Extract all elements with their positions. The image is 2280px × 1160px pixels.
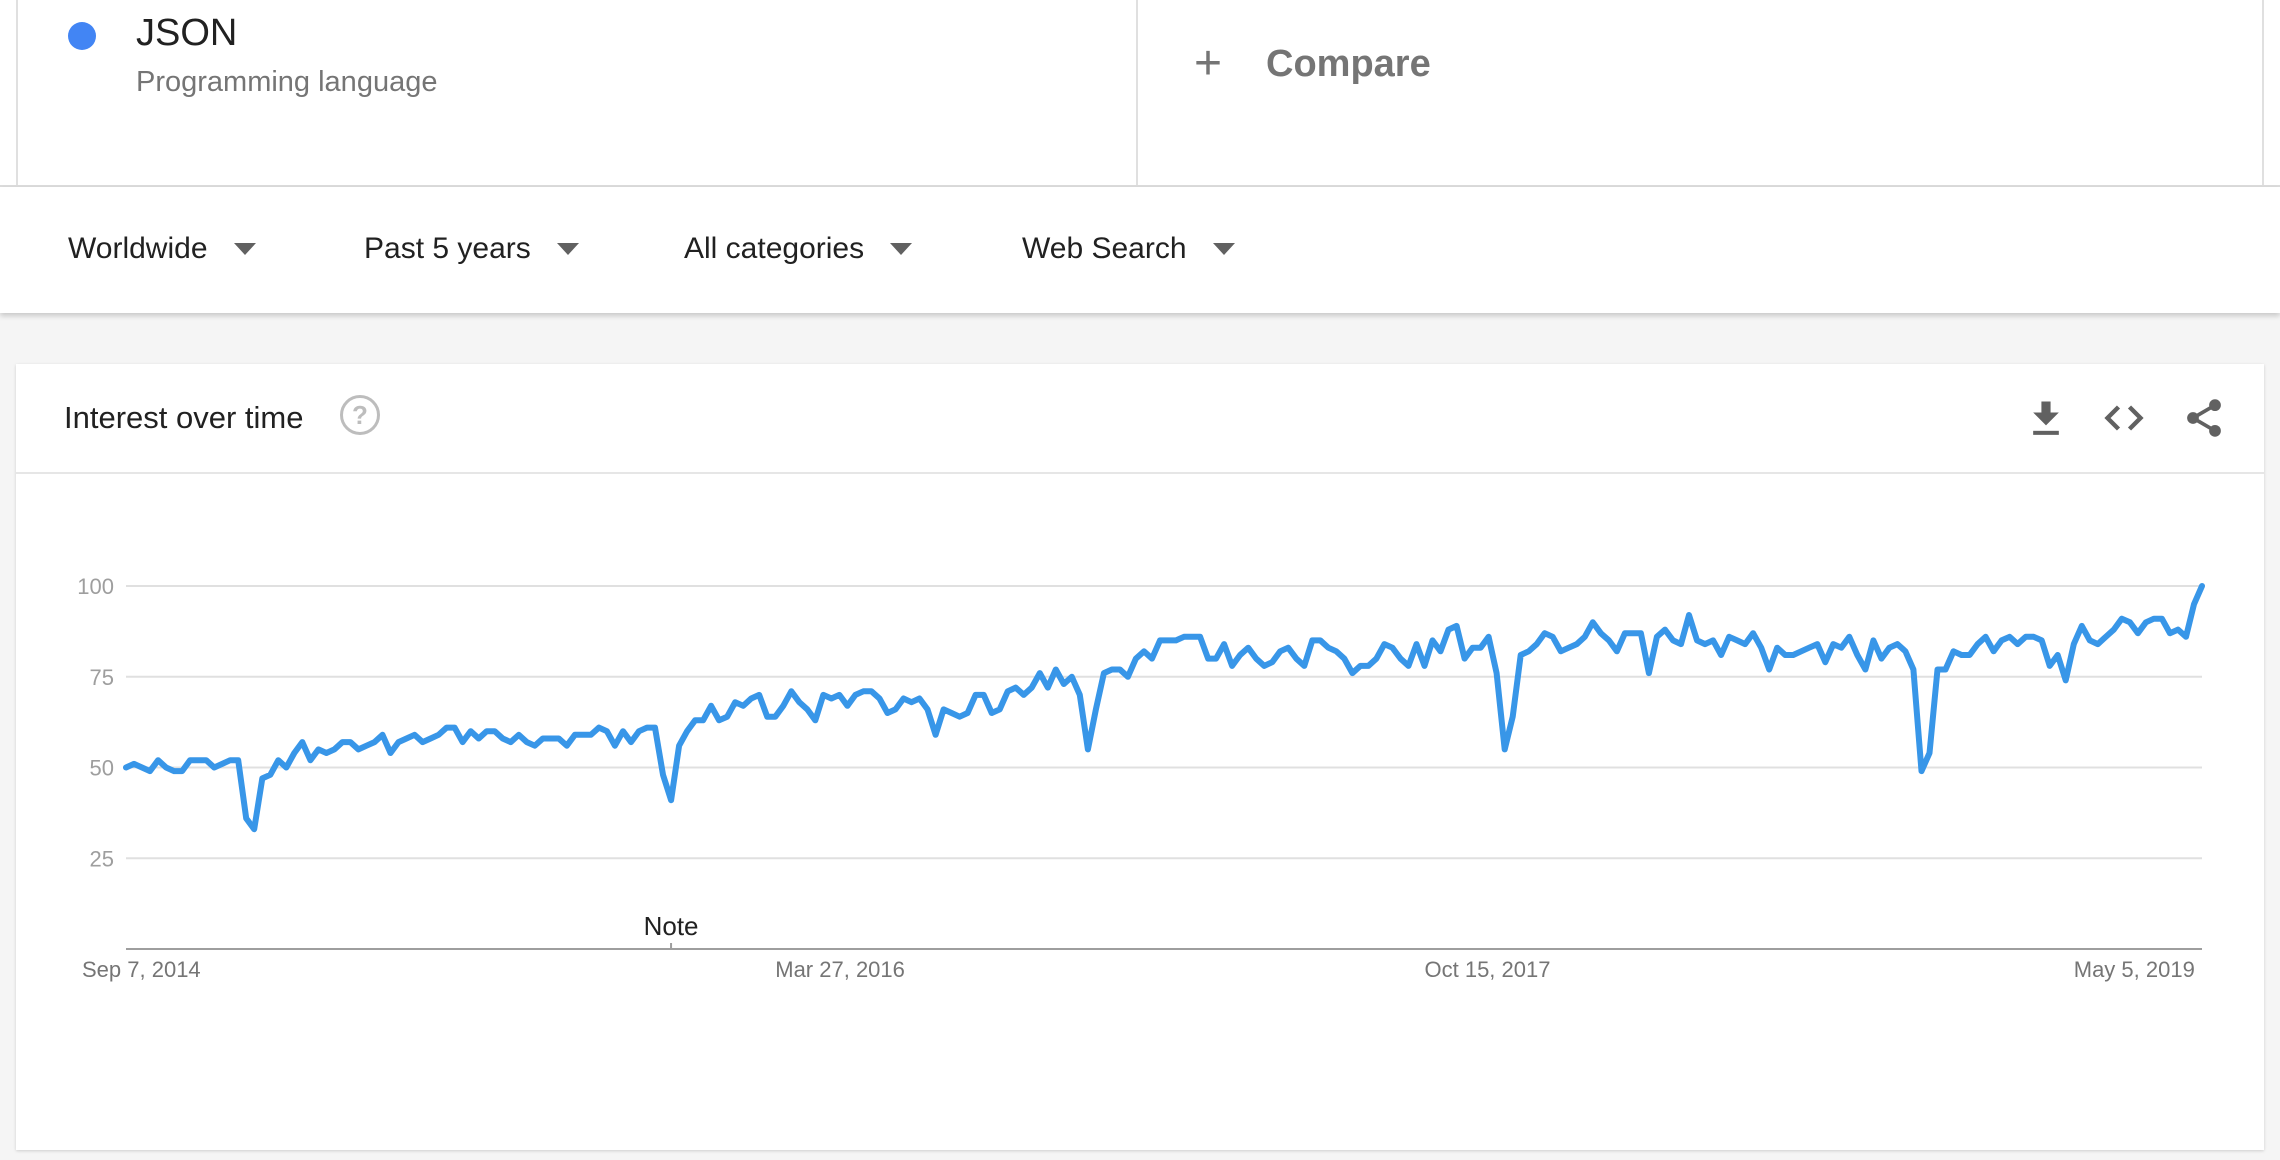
chevron-down-icon <box>890 243 913 255</box>
plus-icon: + <box>1194 37 1223 90</box>
share-icon[interactable] <box>2182 396 2226 440</box>
y-tick-label-50: 50 <box>90 756 114 781</box>
filter-category-dropdown[interactable]: All categories <box>684 227 913 271</box>
embed-code-icon[interactable] <box>2102 396 2146 440</box>
filter-location-dropdown[interactable]: Worldwide <box>68 227 256 271</box>
x-tick-label-0: Sep 7, 2014 <box>82 957 201 982</box>
term-color-dot-icon <box>68 22 96 50</box>
chevron-down-icon <box>556 243 579 255</box>
term-type: Programming language <box>136 66 438 98</box>
filter-bar: Worldwide Past 5 years All categories We… <box>0 187 2280 313</box>
card-header: Interest over time ? <box>16 364 2264 474</box>
interest-over-time-card: Interest over time ? 25 50 75 100 Sep 7, 201… <box>16 364 2264 1150</box>
series-line-json <box>123 583 2205 833</box>
search-terms-bar: JSON Programming language + Compare <box>0 0 2280 187</box>
filter-search-type-dropdown[interactable]: Web Search <box>1022 227 1235 271</box>
filter-time-range-label: Past 5 years <box>364 232 531 265</box>
y-tick-label-100: 100 <box>77 574 114 599</box>
term-card[interactable]: JSON Programming language <box>16 0 1138 185</box>
chevron-down-icon <box>1212 243 1235 255</box>
compare-card: + Compare <box>1138 0 2264 185</box>
help-icon[interactable]: ? <box>340 395 380 435</box>
filter-search-type-label: Web Search <box>1022 232 1187 265</box>
download-icon[interactable] <box>2024 396 2068 440</box>
term-name[interactable]: JSON <box>136 12 238 54</box>
compare-label: Compare <box>1266 42 1431 85</box>
interest-chart[interactable]: 25 50 75 100 Sep 7, 2014 Mar 27, 2016 Oct 15, … <box>16 474 2264 1150</box>
card-title: Interest over time <box>64 400 304 435</box>
x-tick-label-3: May 5, 2019 <box>2074 957 2195 982</box>
chevron-down-icon <box>233 243 256 255</box>
x-tick-label-2: Oct 15, 2017 <box>1425 957 1551 982</box>
y-tick-label-75: 75 <box>90 665 114 690</box>
filter-category-label: All categories <box>684 232 865 265</box>
filter-location-label: Worldwide <box>68 232 208 265</box>
compare-button[interactable]: + Compare <box>1194 36 1431 92</box>
note-annotation: Note <box>644 911 699 941</box>
y-tick-label-25: 25 <box>90 846 114 871</box>
x-tick-label-1: Mar 27, 2016 <box>775 957 905 982</box>
filter-time-range-dropdown[interactable]: Past 5 years <box>364 227 579 271</box>
